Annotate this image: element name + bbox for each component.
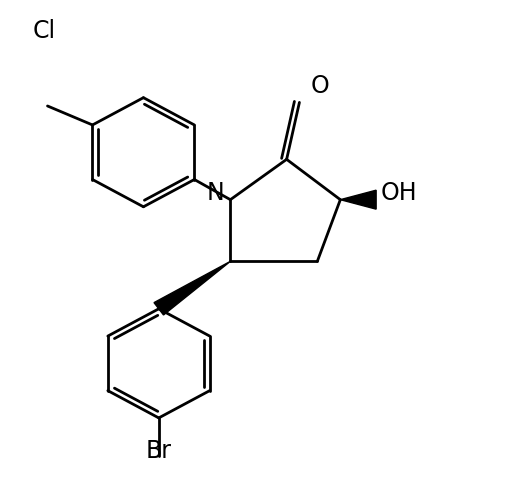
Text: N: N	[206, 180, 224, 204]
Text: Br: Br	[146, 439, 172, 463]
Text: O: O	[311, 74, 329, 98]
Polygon shape	[154, 261, 231, 315]
Text: Cl: Cl	[32, 19, 55, 43]
Text: OH: OH	[381, 180, 417, 204]
Polygon shape	[340, 190, 376, 209]
